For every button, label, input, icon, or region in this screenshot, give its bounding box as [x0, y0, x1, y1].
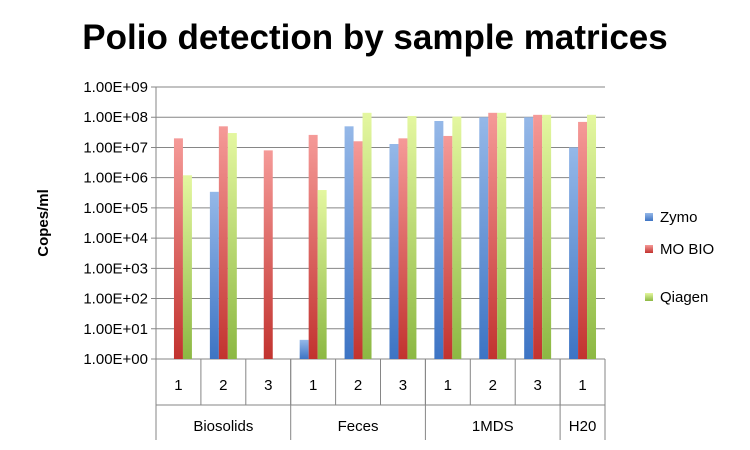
- x-category-label: 1: [174, 377, 182, 394]
- x-category-label: 2: [219, 377, 227, 394]
- bar-qiagen: [182, 175, 192, 359]
- bar-qiagen: [227, 133, 237, 359]
- bar-mo-bio: [218, 126, 228, 360]
- bar-mo-bio: [578, 121, 588, 359]
- bar-zymo: [389, 144, 399, 359]
- y-axis-label: Copes/ml: [35, 189, 52, 257]
- y-tick-label: 1.00E+08: [83, 109, 148, 126]
- bar-zymo: [344, 126, 354, 360]
- legend-swatch-zymo: [645, 213, 653, 221]
- bar-mo-bio: [443, 135, 453, 359]
- x-category-label: 1: [309, 377, 317, 394]
- bar-zymo: [569, 147, 579, 359]
- x-group-label: 1MDS: [472, 418, 514, 435]
- bar-mo-bio: [173, 138, 183, 359]
- bar-mo-bio: [488, 112, 498, 359]
- bar-zymo: [434, 120, 444, 360]
- y-tick-label: 1.00E+00: [83, 351, 148, 368]
- bar-qiagen: [587, 114, 597, 359]
- bar-qiagen: [542, 114, 552, 359]
- x-category-label: 1: [444, 377, 452, 394]
- x-category-label: 3: [533, 377, 541, 394]
- x-category-label: 3: [264, 377, 272, 394]
- y-tick-label: 1.00E+04: [83, 230, 148, 247]
- legend-swatch-mo-bio: [645, 245, 653, 253]
- x-group-label: Biosolids: [193, 418, 253, 435]
- bar-qiagen: [407, 115, 417, 359]
- bar-qiagen: [497, 112, 507, 359]
- y-tick-label: 1.00E+06: [83, 170, 148, 187]
- bar-zymo: [524, 117, 534, 359]
- y-tick-label: 1.00E+01: [83, 321, 148, 338]
- y-tick-label: 1.00E+02: [83, 291, 148, 308]
- bar-mo-bio: [263, 150, 273, 359]
- x-group-label: Feces: [338, 418, 379, 435]
- x-category-label: 1: [578, 377, 586, 394]
- y-tick-label: 1.00E+07: [83, 139, 148, 156]
- y-tick-label: 1.00E+03: [83, 260, 148, 277]
- x-category-label: 2: [489, 377, 497, 394]
- bar-zymo: [479, 117, 489, 359]
- x-group-label: H20: [569, 418, 597, 435]
- bar-zymo: [209, 191, 219, 359]
- bar-qiagen: [362, 112, 372, 359]
- bar-zymo: [299, 339, 309, 359]
- bar-mo-bio: [398, 138, 408, 359]
- y-tick-label: 1.00E+05: [83, 200, 148, 217]
- x-category-label: 3: [399, 377, 407, 394]
- bar-mo-bio: [353, 141, 363, 359]
- legend-label: MO BIO: [660, 241, 714, 258]
- y-tick-label: 1.00E+09: [83, 79, 148, 96]
- bar-qiagen: [317, 190, 327, 359]
- bar-qiagen: [452, 116, 462, 359]
- legend-swatch-qiagen: [645, 293, 653, 301]
- bar-mo-bio: [308, 134, 318, 359]
- legend-label: Qiagen: [660, 289, 708, 306]
- legend-label: Zymo: [660, 209, 698, 226]
- bar-mo-bio: [533, 114, 543, 359]
- chart-title: Polio detection by sample matrices: [82, 18, 668, 57]
- x-category-label: 2: [354, 377, 362, 394]
